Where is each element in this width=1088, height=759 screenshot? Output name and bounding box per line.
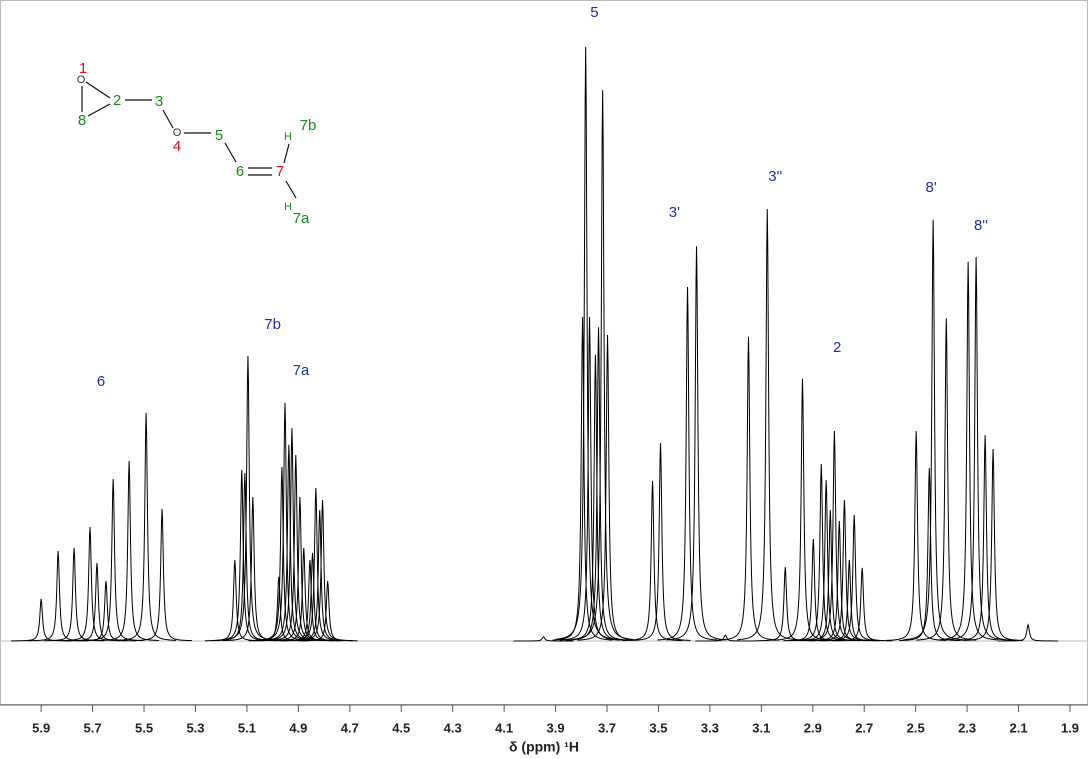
atom-label: 8 bbox=[78, 112, 86, 129]
peak bbox=[946, 256, 1007, 641]
atom-label: H bbox=[284, 201, 292, 213]
bond bbox=[224, 142, 237, 163]
x-tick-label: 4.9 bbox=[289, 720, 307, 735]
peak bbox=[28, 550, 89, 642]
peak bbox=[577, 334, 638, 641]
peak bbox=[555, 46, 616, 640]
x-tick-label: 2.7 bbox=[855, 720, 873, 735]
peak bbox=[565, 354, 626, 641]
atom-label: 3 bbox=[155, 93, 163, 110]
peak bbox=[622, 480, 683, 642]
peak-annotation: 8' bbox=[925, 179, 936, 196]
x-tick-label: 2.3 bbox=[958, 720, 976, 735]
x-tick-label: 4.3 bbox=[444, 720, 462, 735]
bond bbox=[285, 180, 297, 199]
peak bbox=[718, 336, 779, 641]
peak bbox=[297, 580, 358, 642]
x-tick-label: 4.7 bbox=[341, 720, 359, 735]
peak bbox=[899, 468, 960, 642]
peak bbox=[657, 286, 718, 641]
x-tick-label: 2.1 bbox=[1010, 720, 1028, 735]
peak bbox=[938, 261, 999, 641]
atom-label: H bbox=[284, 131, 292, 143]
peak bbox=[211, 469, 272, 642]
peak bbox=[666, 246, 727, 641]
x-tick-label: 2.9 bbox=[804, 720, 822, 735]
peak bbox=[998, 623, 1059, 642]
x-tick-label: 3.1 bbox=[752, 720, 770, 735]
x-tick-label: 5.1 bbox=[238, 720, 256, 735]
x-tick-label: 3.3 bbox=[701, 720, 719, 735]
peak bbox=[214, 472, 275, 642]
peak bbox=[44, 547, 105, 642]
peak bbox=[99, 460, 160, 641]
atom-label: 4 bbox=[173, 138, 181, 155]
x-tick-label: 5.7 bbox=[84, 720, 102, 735]
x-tick-label: 4.5 bbox=[392, 720, 410, 735]
bond bbox=[283, 143, 290, 164]
x-tick-label: 1.9 bbox=[1061, 720, 1079, 735]
molecule: 1 O 2 8 3 O 4 5 6 7 H 7b H 7a bbox=[77, 60, 317, 227]
x-tick-label: 2.5 bbox=[907, 720, 925, 735]
x-tick-label: 3.9 bbox=[547, 720, 565, 735]
atom-label: 2 bbox=[113, 92, 121, 109]
x-axis-label: δ (ppm) ¹H bbox=[509, 739, 579, 755]
atom-label: O bbox=[173, 127, 182, 139]
atom-label: O bbox=[77, 74, 86, 86]
peak bbox=[903, 219, 964, 641]
atom-label: 5 bbox=[215, 127, 223, 144]
peak-annotation: 7b bbox=[264, 316, 281, 333]
peak bbox=[832, 567, 893, 642]
x-tick-label: 3.5 bbox=[649, 720, 667, 735]
peak bbox=[772, 378, 833, 641]
peak bbox=[11, 598, 72, 642]
peak bbox=[963, 448, 1024, 641]
peak bbox=[559, 316, 620, 641]
peak bbox=[886, 430, 947, 641]
peak bbox=[737, 208, 798, 641]
peak bbox=[695, 634, 756, 642]
x-tick-label: 3.7 bbox=[598, 720, 616, 735]
atom-label: 1 bbox=[79, 60, 87, 77]
peak bbox=[916, 318, 977, 641]
x-tick-label: 5.5 bbox=[135, 720, 153, 735]
peak-annotation: 3'' bbox=[768, 168, 782, 185]
peak bbox=[955, 435, 1016, 641]
peak-annotation: 7a bbox=[293, 362, 310, 379]
plot-frame bbox=[0, 0, 1088, 705]
atom-label: 7a bbox=[293, 210, 310, 227]
peak-annotation: 8'' bbox=[974, 217, 988, 234]
atom-label: 7 bbox=[276, 163, 284, 180]
bond bbox=[85, 81, 111, 99]
x-tick-label: 4.1 bbox=[495, 720, 513, 735]
peak bbox=[513, 636, 574, 642]
peak-annotation: 3' bbox=[669, 204, 680, 221]
bond bbox=[87, 103, 111, 117]
x-tick-label: 5.9 bbox=[32, 720, 50, 735]
peak bbox=[83, 478, 144, 642]
bond bbox=[162, 109, 174, 129]
peak bbox=[132, 508, 193, 642]
peak-annotation: 6 bbox=[97, 373, 105, 390]
peak-annotation: 5 bbox=[590, 4, 598, 21]
atom-label: 7b bbox=[300, 117, 317, 134]
peak bbox=[630, 442, 691, 641]
peak bbox=[116, 412, 177, 641]
x-tick-label: 5.3 bbox=[186, 720, 204, 735]
peak-annotation: 2 bbox=[833, 339, 841, 356]
atom-label: 6 bbox=[236, 163, 244, 180]
peak bbox=[552, 316, 613, 641]
